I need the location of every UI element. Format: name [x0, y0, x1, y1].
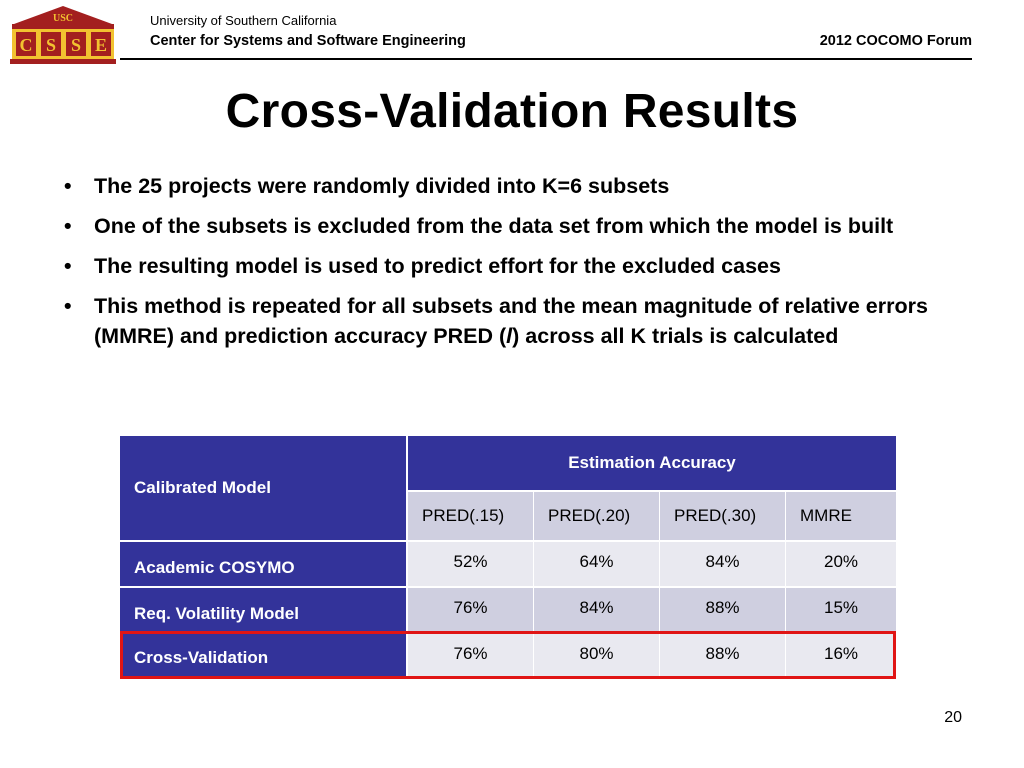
table-cell: 64% [534, 542, 660, 586]
svg-text:USC: USC [53, 13, 73, 24]
bullet-item: • The 25 projects were randomly divided i… [64, 174, 670, 198]
bullet-list: • The 25 projects were randomly divided i… [64, 171, 964, 361]
row-label: Req. Volatility Model [120, 588, 406, 632]
svg-text:E: E [95, 35, 107, 55]
group-header: Estimation Accuracy [408, 436, 896, 490]
column-header: PRED(.20) [534, 492, 660, 540]
table-cell: 84% [534, 588, 660, 632]
center-name: Center for Systems and Software Engineer… [150, 33, 466, 49]
column-header: PRED(.30) [660, 492, 786, 540]
table-cell: 88% [660, 588, 786, 632]
bullet-item: • One of the subsets is excluded from the… [64, 214, 894, 238]
svg-text:S: S [46, 35, 56, 55]
bullet-item: • This method is repeated for all subsets… [64, 294, 928, 348]
forum-name: 2012 COCOMO Forum [819, 33, 972, 49]
table-cell: 80% [534, 634, 660, 676]
bullet-italic-l: l [506, 324, 513, 348]
table-cell: 52% [408, 542, 534, 586]
row-label: Academic COSYMO [120, 542, 406, 586]
table-cell: 76% [408, 634, 534, 676]
accuracy-table: Calibrated Model Estimation Accuracy PRE… [120, 436, 896, 676]
header-divider [120, 58, 972, 60]
table-cell: 15% [786, 588, 896, 632]
bullet-text: One of the subsets is excluded from the … [94, 214, 894, 238]
csse-logo: USC C S S E [8, 4, 118, 66]
slide-title: Cross-Validation Results [225, 85, 799, 138]
bullet-text: The resulting model is used to predict e… [94, 254, 781, 278]
column-header: PRED(.15) [408, 492, 534, 540]
row-label: Cross-Validation [120, 634, 406, 676]
table-cell: 88% [660, 634, 786, 676]
bullet-item: • The resulting model is used to predict … [64, 254, 781, 278]
university-name: University of Southern California [150, 13, 337, 28]
corner-header: Calibrated Model [120, 436, 406, 540]
table-cell: 84% [660, 542, 786, 586]
svg-text:S: S [71, 35, 81, 55]
bullet-text: The 25 projects were randomly divided in… [94, 174, 670, 198]
bullet-text-tail: ) across all K trials is calculated [512, 324, 839, 348]
bullet-text: This method is repeated for all subsets … [94, 294, 928, 348]
table-cell: 16% [786, 634, 896, 676]
table-cell: 20% [786, 542, 896, 586]
table-cell: 76% [408, 588, 534, 632]
column-header: MMRE [786, 492, 896, 540]
page-number: 20 [944, 709, 962, 726]
svg-text:C: C [20, 35, 33, 55]
